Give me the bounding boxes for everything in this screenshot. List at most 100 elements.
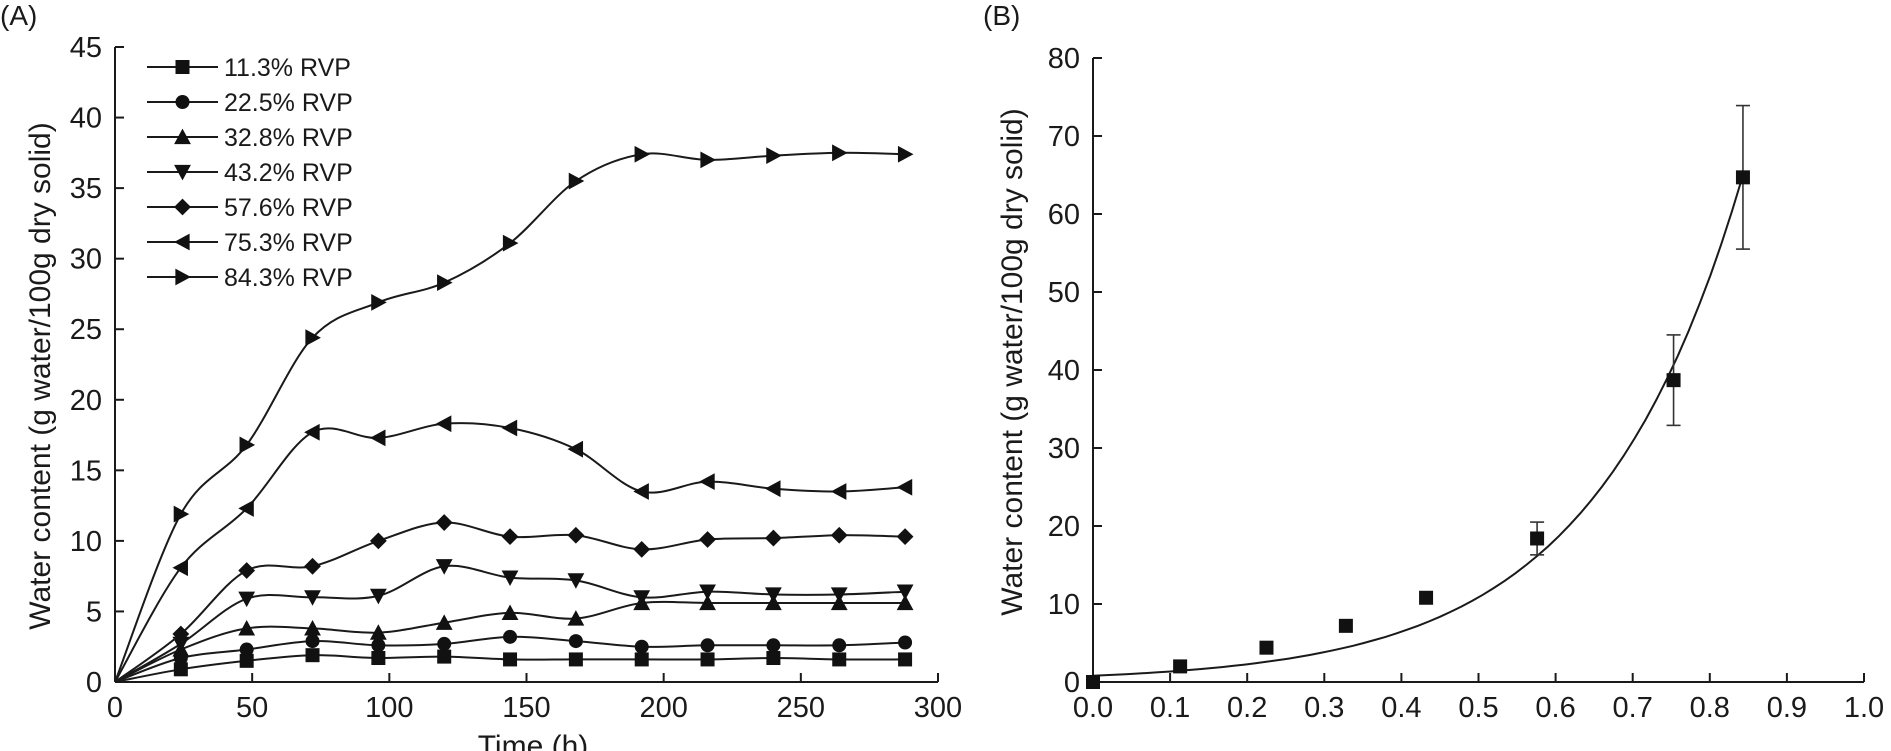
data-point [896,584,914,601]
legend-label: 32.8% RVP [224,124,353,152]
legend-marker [174,164,191,181]
panel-b-label: (B) [983,0,1020,31]
fit-curve [1092,174,1744,677]
data-point [699,473,715,491]
data-point [1086,675,1100,689]
data-point [832,652,847,667]
panel-b-series [1086,104,1750,689]
data-point [501,528,519,546]
panel-a-y-tick-label: 30 [70,244,102,276]
data-point [435,514,453,531]
panel-a-x-tick-label: 50 [236,692,268,724]
legend-marker [174,198,191,216]
data-point [1173,659,1188,674]
data-point [896,528,914,546]
panel-a-series [114,144,914,683]
panel-a-label: (A) [0,0,37,31]
panel-a-y-tick-label: 5 [86,596,102,628]
data-point [897,145,914,163]
data-point [896,478,913,496]
data-point [305,329,321,347]
data-point [371,294,387,311]
panel-b-x-tick-label: 0.2 [1227,692,1267,724]
data-point [634,652,649,667]
data-point [830,483,847,500]
data-point [832,144,848,162]
data-point [173,505,190,523]
data-point [765,529,782,547]
data-point [238,591,256,608]
panel-a-x-tick-label: 100 [365,692,413,724]
data-point [503,652,518,667]
panel-a-y-axis-title: Water content (g water/100g dry solid) [24,122,57,629]
data-point [172,559,188,577]
data-point [305,648,320,663]
data-point [633,590,651,606]
legend-label: 43.2% RVP [224,159,353,187]
data-point [369,532,387,550]
data-point [830,526,848,544]
panel-b-x-tick-label: 0.7 [1613,692,1653,724]
data-point [305,634,320,649]
panel-b-y-axis-title: Water content (g water/100g dry solid) [996,108,1029,615]
legend-entry: 57.6% RVP [147,194,353,222]
data-point [239,436,256,454]
data-point [304,423,320,441]
panel-b-y-tick-label: 40 [1048,355,1080,387]
data-point [502,234,519,252]
data-point [501,570,519,586]
panel-b-y-tick-label: 20 [1048,511,1080,543]
data-point [1666,373,1681,388]
panel-b-y-tick-label: 60 [1048,199,1080,231]
data-point [1735,170,1750,185]
panel-a-axes: 0 50 100 150 200 250 300 0 5 10 15 20 25 30 35 40 45 [70,32,962,724]
data-point [501,419,518,437]
data-point [1530,531,1545,546]
panel-a-y-tick-label: 35 [70,173,102,205]
data-point [172,625,190,643]
panel-b-y-tick-label: 10 [1048,589,1080,621]
panel-a-y-tick-label: 45 [70,32,102,64]
panel-b-x-tick-label: 0.4 [1381,692,1421,724]
panel-b-x-tick-label: 0.8 [1690,692,1730,724]
panel-a-x-tick-label: 150 [502,692,550,724]
data-point [304,619,321,636]
data-point [568,172,585,190]
legend-entry: 11.3% RVP [147,54,351,82]
legend-label: 75.3% RVP [224,229,353,257]
data-point [633,540,651,558]
data-point [766,638,781,653]
series-84-3-rvp [114,144,914,683]
data-point [238,500,254,517]
panel-a-y-tick-label: 20 [70,385,102,417]
data-point [435,559,453,575]
series-11-3-rvp [114,648,913,683]
panel-b-axes: 0.0 0.1 0.2 0.3 0.4 0.5 0.6 0.7 0.8 0.9 1.0 0 10 20 30… [1048,43,1884,724]
data-point [633,483,649,500]
data-point [1419,590,1434,605]
data-point [567,440,584,458]
series-22-5-rvp [114,629,913,683]
panel-a-x-tick-label: 200 [639,692,687,724]
series-75-3-rvp [114,415,913,683]
data-point [699,531,716,548]
panel-a: (A) 0 50 100 150 200 250 300 0 5 10 15 20 25 30 35 40 45… [0,0,962,751]
legend-entry: 43.2% RVP [147,159,353,187]
panel-b-y-tick-label: 30 [1048,433,1080,465]
data-point [567,610,585,626]
panel-a-x-tick-label: 0 [107,692,123,724]
data-point [437,649,452,664]
data-point [699,594,716,611]
panel-b-x-tick-label: 0.6 [1535,692,1575,724]
data-point [304,590,321,606]
panel-b-y-tick-label: 70 [1048,121,1080,153]
panel-b-x-tick-label: 0.9 [1767,692,1807,724]
panel-b-x-tick-label: 0.5 [1458,692,1498,724]
data-point [1338,618,1353,633]
legend-marker [174,233,190,251]
legend-marker [175,95,190,109]
data-point [765,587,782,603]
data-point [369,588,387,605]
legend-label: 22.5% RVP [224,89,353,117]
data-point [567,573,585,589]
